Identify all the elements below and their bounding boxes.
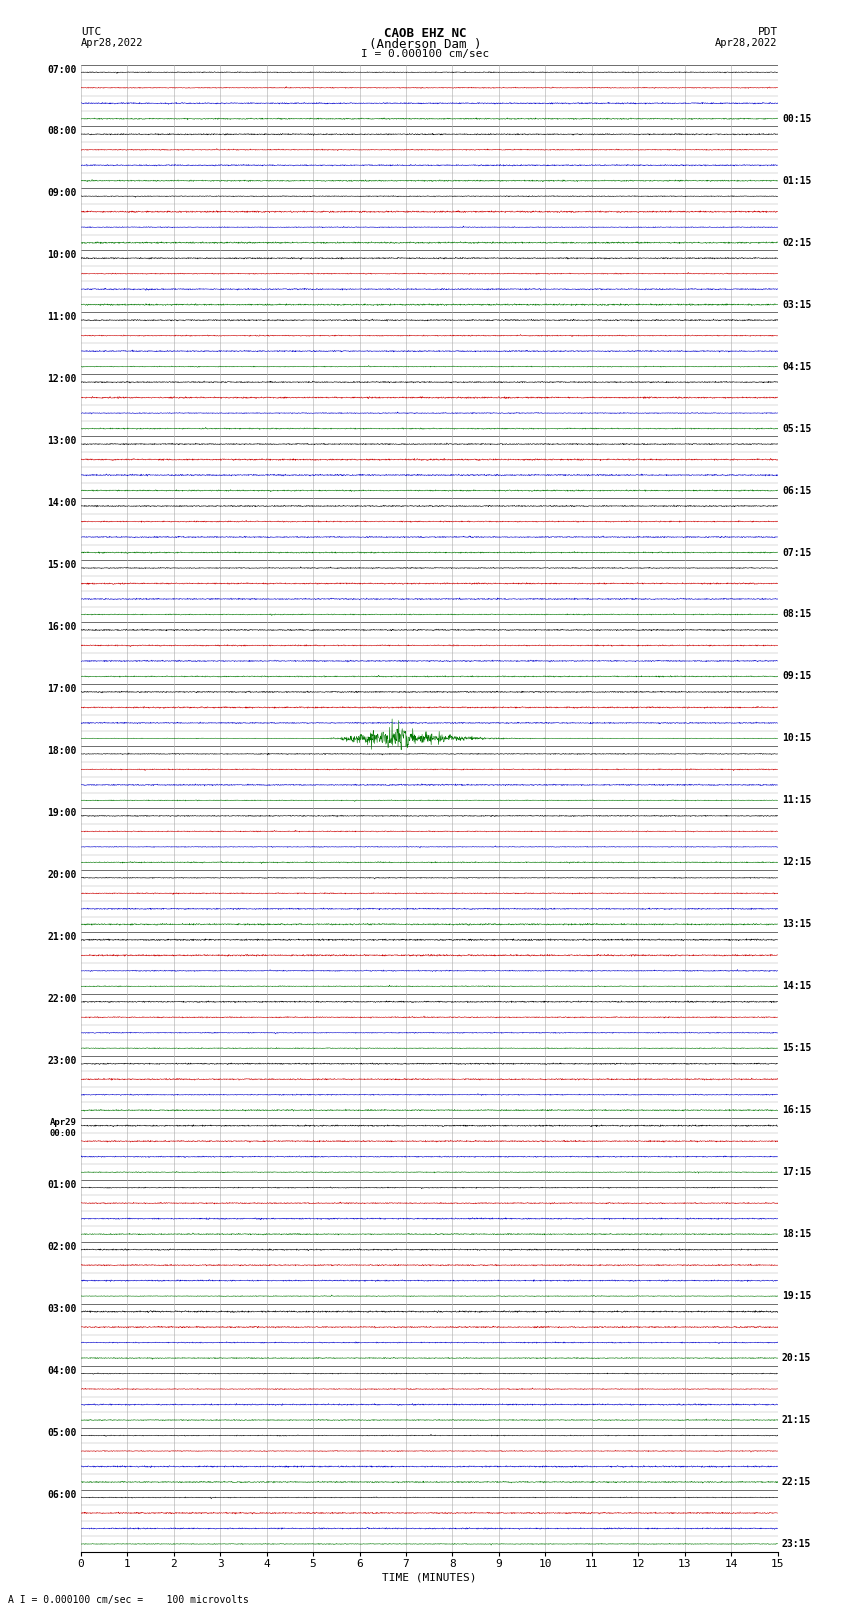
Text: 17:00: 17:00 <box>47 684 76 694</box>
Text: 11:00: 11:00 <box>47 313 76 323</box>
Text: (Anderson Dam ): (Anderson Dam ) <box>369 37 481 52</box>
Text: 12:00: 12:00 <box>47 374 76 384</box>
Text: Apr28,2022: Apr28,2022 <box>81 37 144 48</box>
Text: 22:00: 22:00 <box>47 994 76 1003</box>
Text: 22:15: 22:15 <box>782 1478 812 1487</box>
Text: 09:15: 09:15 <box>782 671 812 681</box>
Text: 08:00: 08:00 <box>47 126 76 137</box>
Text: 20:15: 20:15 <box>782 1353 812 1363</box>
Text: 05:00: 05:00 <box>47 1428 76 1437</box>
Text: 04:15: 04:15 <box>782 361 812 371</box>
X-axis label: TIME (MINUTES): TIME (MINUTES) <box>382 1573 477 1582</box>
Text: 00:15: 00:15 <box>782 115 812 124</box>
Text: 02:00: 02:00 <box>47 1242 76 1252</box>
Text: A I = 0.000100 cm/sec =    100 microvolts: A I = 0.000100 cm/sec = 100 microvolts <box>8 1595 249 1605</box>
Text: Apr29: Apr29 <box>49 1118 76 1127</box>
Text: 06:00: 06:00 <box>47 1490 76 1500</box>
Text: 16:00: 16:00 <box>47 623 76 632</box>
Text: 08:15: 08:15 <box>782 610 812 619</box>
Text: 19:00: 19:00 <box>47 808 76 818</box>
Text: 10:15: 10:15 <box>782 734 812 744</box>
Text: 01:15: 01:15 <box>782 176 812 185</box>
Text: 07:15: 07:15 <box>782 547 812 558</box>
Text: 06:15: 06:15 <box>782 486 812 495</box>
Text: 03:00: 03:00 <box>47 1303 76 1315</box>
Text: 11:15: 11:15 <box>782 795 812 805</box>
Text: 03:15: 03:15 <box>782 300 812 310</box>
Text: 09:00: 09:00 <box>47 189 76 198</box>
Text: 14:15: 14:15 <box>782 981 812 992</box>
Text: 23:00: 23:00 <box>47 1057 76 1066</box>
Text: I = 0.000100 cm/sec: I = 0.000100 cm/sec <box>361 50 489 60</box>
Text: Apr28,2022: Apr28,2022 <box>715 37 778 48</box>
Text: 01:00: 01:00 <box>47 1181 76 1190</box>
Text: 13:00: 13:00 <box>47 436 76 447</box>
Text: 02:15: 02:15 <box>782 237 812 248</box>
Text: 00:00: 00:00 <box>49 1129 76 1139</box>
Text: PDT: PDT <box>757 26 778 37</box>
Text: 13:15: 13:15 <box>782 919 812 929</box>
Text: 07:00: 07:00 <box>47 65 76 74</box>
Text: CAOB EHZ NC: CAOB EHZ NC <box>383 26 467 40</box>
Text: 10:00: 10:00 <box>47 250 76 260</box>
Text: 21:15: 21:15 <box>782 1415 812 1424</box>
Text: 17:15: 17:15 <box>782 1168 812 1177</box>
Text: 04:00: 04:00 <box>47 1366 76 1376</box>
Text: 15:15: 15:15 <box>782 1044 812 1053</box>
Text: 12:15: 12:15 <box>782 858 812 868</box>
Text: 19:15: 19:15 <box>782 1290 812 1302</box>
Text: 18:00: 18:00 <box>47 747 76 756</box>
Text: UTC: UTC <box>81 26 101 37</box>
Text: 05:15: 05:15 <box>782 424 812 434</box>
Text: 20:00: 20:00 <box>47 869 76 881</box>
Text: 18:15: 18:15 <box>782 1229 812 1239</box>
Text: 23:15: 23:15 <box>782 1539 812 1548</box>
Text: 16:15: 16:15 <box>782 1105 812 1115</box>
Text: 21:00: 21:00 <box>47 932 76 942</box>
Text: 15:00: 15:00 <box>47 560 76 571</box>
Text: 14:00: 14:00 <box>47 498 76 508</box>
